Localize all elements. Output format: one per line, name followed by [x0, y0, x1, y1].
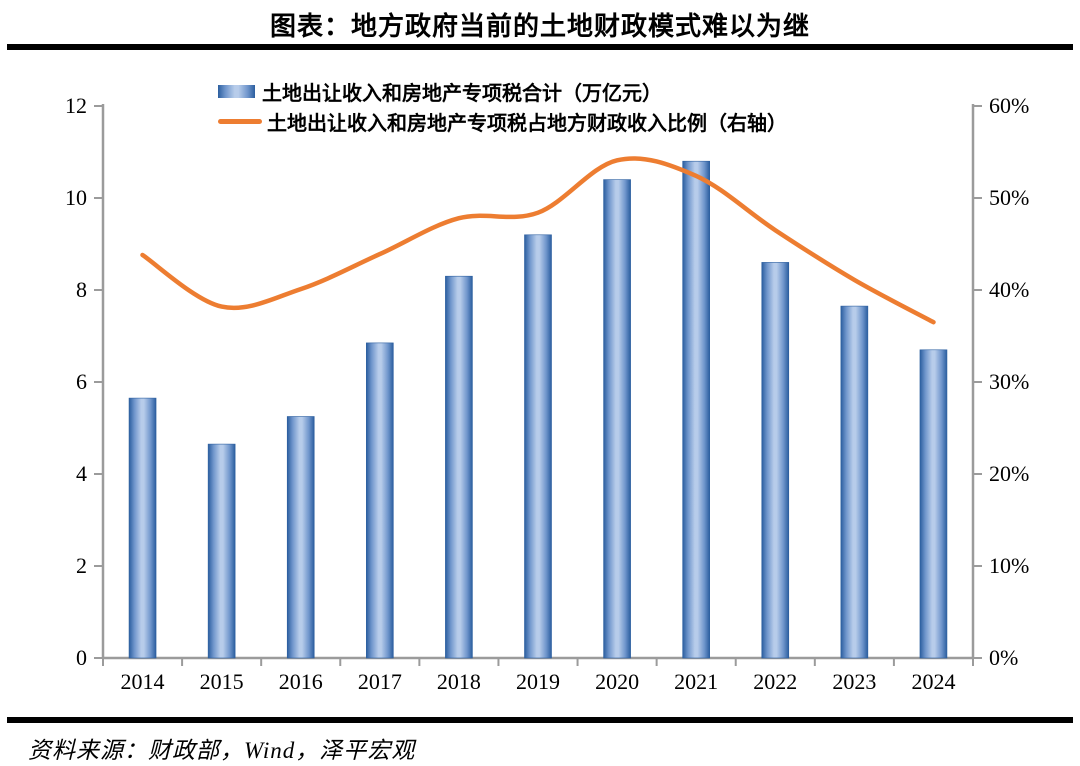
x-tick-label: 2020 [595, 669, 639, 694]
x-tick-label: 2017 [358, 669, 402, 694]
y-right-tick-label: 20% [989, 461, 1029, 486]
bar-2021 [682, 160, 710, 659]
bar-2017 [366, 342, 394, 659]
ratio-line [140, 156, 936, 325]
y-left-tick-label: 6 [76, 369, 87, 394]
x-tick-label: 2019 [516, 669, 560, 694]
bar-2015 [207, 443, 236, 659]
y-right-tick-label: 30% [989, 369, 1029, 394]
bar-2019 [524, 234, 552, 659]
legend-item-line: 土地出让收入和房地产专项税占地方财政收入比例（右轴） [218, 106, 787, 136]
x-tick-label: 2024 [911, 669, 955, 694]
y-left-tick-label: 8 [76, 277, 87, 302]
bar-2020 [603, 179, 631, 659]
legend-bar-label: 土地出让收入和房地产专项税合计（万亿元） [262, 82, 662, 105]
y-right-tick-label: 10% [989, 553, 1029, 578]
y-left-tick-label: 4 [76, 461, 87, 486]
legend-line-swatch-icon [218, 118, 262, 124]
bar-2022 [761, 262, 790, 659]
y-left-tick-label: 0 [76, 645, 87, 670]
footer-divider [7, 717, 1073, 723]
chart-legend: 土地出让收入和房地产专项税合计（万亿元） 土地出让收入和房地产专项税占地方财政收… [218, 76, 787, 136]
x-tick-label: 2022 [753, 669, 797, 694]
x-tick-label: 2014 [121, 669, 165, 694]
y-right-tick-label: 40% [989, 277, 1029, 302]
y-right-tick-label: 60% [989, 93, 1029, 118]
y-right-tick-label: 0% [989, 645, 1018, 670]
x-tick-label: 2023 [832, 669, 876, 694]
source-note: 资料来源：财政部，Wind，泽平宏观 [28, 738, 416, 763]
y-right-tick-label: 50% [989, 185, 1029, 210]
bar-2014 [128, 397, 157, 659]
x-tick-label: 2018 [437, 669, 481, 694]
bar-2016 [286, 416, 315, 659]
chart-title: 图表：地方政府当前的土地财政模式难以为继 [269, 12, 810, 41]
x-tick-label: 2015 [200, 669, 244, 694]
legend-item-bars: 土地出让收入和房地产专项税合计（万亿元） [218, 76, 787, 106]
bar-2018 [445, 275, 473, 659]
y-left-tick-label: 10 [65, 185, 87, 210]
legend-bar-swatch-icon [218, 84, 255, 98]
x-tick-label: 2016 [279, 669, 323, 694]
bar-2024 [919, 349, 948, 659]
y-left-tick-label: 2 [76, 553, 87, 578]
legend-line-label: 土地出让收入和房地产专项税占地方财政收入比例（右轴） [267, 112, 787, 135]
title-divider [7, 44, 1073, 50]
bar-2023 [840, 305, 869, 659]
y-left-tick-label: 12 [65, 93, 87, 118]
x-tick-label: 2021 [674, 669, 718, 694]
